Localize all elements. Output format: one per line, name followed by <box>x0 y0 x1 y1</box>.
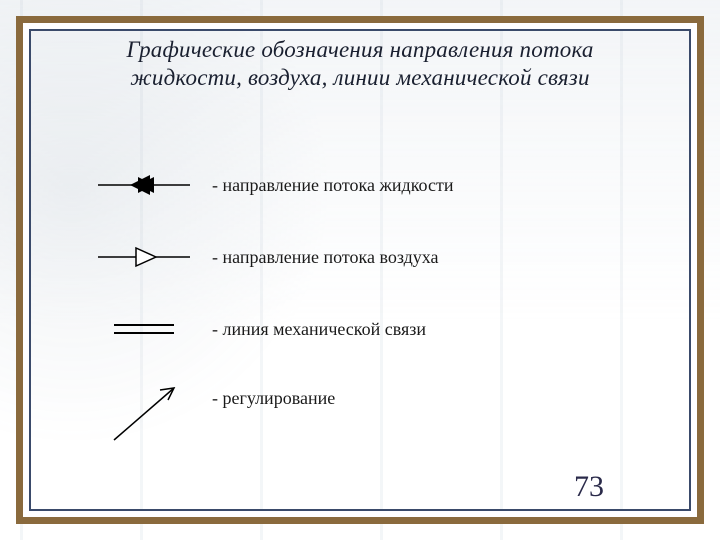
liquid-flow-arrow-icon <box>94 162 194 208</box>
symbol-legend: - направление потока жидкости - направле… <box>94 162 666 448</box>
title-line-1: Графические обозначения направления пото… <box>34 36 686 64</box>
legend-label-liquid: - направление потока жидкости <box>212 175 453 196</box>
slide: Графические обозначения направления пото… <box>0 0 720 540</box>
page-number: 73 <box>574 470 604 504</box>
legend-label-air: - направление потока воздуха <box>212 247 439 268</box>
legend-row-liquid: - направление потока жидкости <box>94 162 666 208</box>
page-title: Графические обозначения направления пото… <box>34 36 686 91</box>
legend-label-regulation: - регулирование <box>212 388 335 409</box>
title-line-2: жидкости, воздуха, линии механической св… <box>34 64 686 92</box>
legend-row-mechanical: - линия механической связи <box>94 306 666 352</box>
mechanical-link-icon <box>94 306 194 352</box>
regulation-arrow-icon <box>94 378 194 448</box>
legend-row-air: - направление потока воздуха <box>94 234 666 280</box>
legend-label-mechanical: - линия механической связи <box>212 319 426 340</box>
legend-row-regulation: - регулирование <box>94 378 666 448</box>
content-area: Графические обозначения направления пото… <box>34 34 686 506</box>
air-flow-arrow-icon <box>94 234 194 280</box>
